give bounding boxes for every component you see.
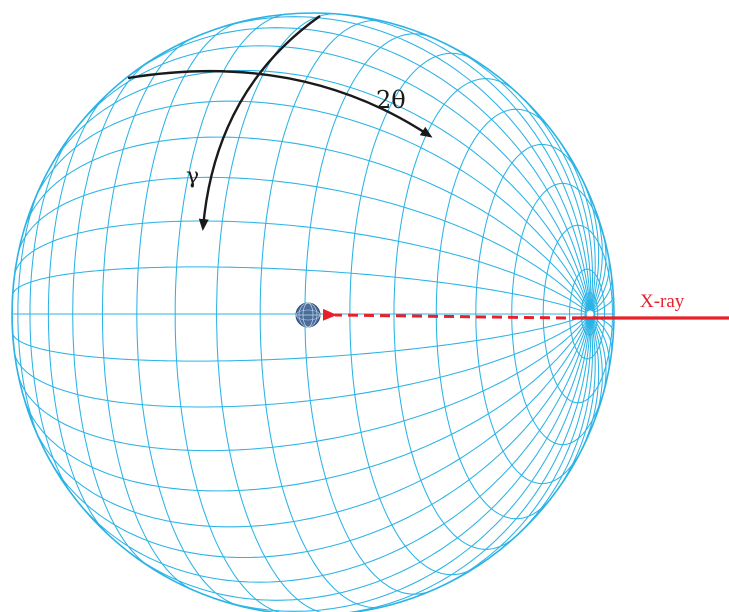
grid-meridian-line [15, 221, 591, 314]
gamma-arrow [198, 15, 321, 231]
grid-meridian-line [590, 206, 602, 314]
grid-meridian-line [580, 314, 599, 453]
grid-meridian-line [200, 17, 590, 314]
grid-meridian-line [426, 314, 591, 593]
grid-meridian-line [590, 257, 609, 314]
grid-meridian-line [590, 296, 613, 314]
grid-meridian-line [580, 175, 599, 314]
grid-meridian-line [590, 314, 606, 394]
grid-meridian-line [15, 314, 591, 407]
grid-meridian-line [13, 314, 591, 361]
grid-meridian-line [121, 314, 590, 600]
grid-meridian-line [505, 314, 592, 546]
grid-meridian-line [200, 314, 590, 611]
grid-meridian-line [553, 314, 596, 496]
grid-meridian-line [48, 314, 590, 558]
grid-meridian-line [48, 71, 590, 315]
gamma-label: γ [186, 164, 199, 189]
grid-meridian-line [590, 314, 609, 371]
grid-meridian-line [18, 314, 590, 451]
grid-meridian-line [33, 101, 590, 314]
sample-sphere-icon [295, 302, 321, 328]
grid-meridian-line [590, 314, 612, 351]
grid-meridian-line [426, 35, 591, 314]
grid-meridian-line [33, 314, 590, 527]
two-theta-label: 2θ [376, 86, 406, 114]
sphere-outline [11, 12, 615, 612]
two-theta-arrow [127, 69, 433, 138]
grid-meridian-line [76, 46, 590, 314]
grid-meridian-line [590, 234, 606, 314]
grid-meridian-line [553, 132, 596, 314]
grid-meridian-line [24, 314, 590, 491]
grid-meridian-line [18, 177, 590, 314]
grid-meridian-line [313, 314, 590, 612]
grid-meridian-line [590, 277, 612, 314]
grid-meridian-line [13, 267, 591, 314]
grid-meridian-line [121, 28, 590, 314]
grid-meridian-line [313, 13, 590, 314]
grid-meridian-line [505, 82, 592, 314]
xray-beam-dashed [322, 308, 567, 321]
xray-label: X-ray [640, 291, 685, 312]
grid-latitude-line [217, 14, 337, 612]
grid-meridian-line [24, 137, 590, 314]
grid-meridian-line [76, 314, 590, 582]
grid-meridian-line [590, 314, 602, 422]
grid-latitude-line [175, 14, 286, 612]
